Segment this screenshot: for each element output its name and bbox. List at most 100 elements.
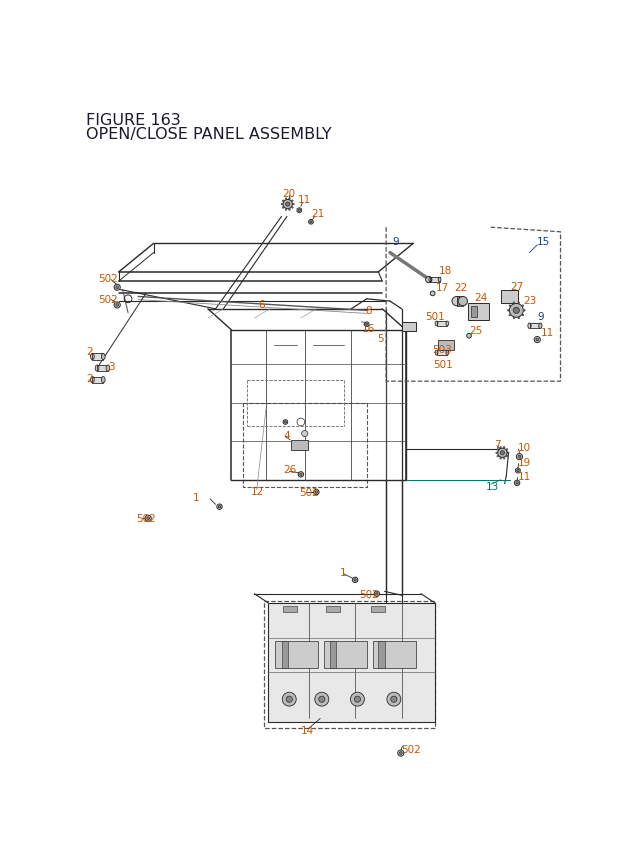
Text: 12: 12 (250, 486, 264, 497)
Text: 2: 2 (86, 347, 93, 356)
Circle shape (292, 204, 294, 206)
Circle shape (298, 210, 301, 212)
Text: 13: 13 (485, 481, 499, 492)
Text: 503: 503 (432, 344, 452, 355)
Bar (275, 641, 318, 669)
Ellipse shape (435, 322, 438, 326)
Circle shape (282, 692, 296, 706)
Bar (326, 606, 340, 612)
Circle shape (298, 472, 303, 478)
Bar (436, 351, 447, 356)
Circle shape (351, 692, 364, 706)
Circle shape (397, 750, 404, 756)
Bar (457, 297, 463, 307)
Text: 21: 21 (311, 208, 324, 219)
Circle shape (285, 203, 290, 207)
Ellipse shape (539, 324, 542, 329)
Bar (436, 351, 447, 356)
Circle shape (496, 453, 497, 454)
Bar (92, 354, 103, 360)
Bar (373, 641, 415, 669)
Circle shape (536, 339, 539, 342)
Text: 4: 4 (284, 430, 291, 441)
Bar (378, 641, 385, 669)
Circle shape (300, 474, 302, 476)
Text: 501: 501 (433, 360, 453, 370)
Text: 502: 502 (402, 745, 421, 754)
Circle shape (286, 697, 292, 703)
Circle shape (509, 315, 511, 317)
Text: 20: 20 (282, 189, 296, 199)
Ellipse shape (90, 354, 94, 360)
Text: 14: 14 (301, 725, 314, 735)
Bar (436, 322, 447, 326)
Circle shape (498, 449, 507, 458)
Circle shape (145, 516, 151, 522)
Circle shape (497, 455, 499, 457)
Text: 502: 502 (300, 487, 319, 498)
Circle shape (315, 492, 317, 493)
Ellipse shape (101, 377, 105, 383)
Circle shape (458, 297, 467, 307)
Circle shape (114, 285, 120, 291)
Circle shape (430, 292, 435, 296)
Circle shape (282, 208, 284, 209)
Circle shape (516, 470, 519, 472)
Bar (330, 641, 336, 669)
Circle shape (354, 579, 356, 581)
Bar (371, 606, 385, 612)
Circle shape (452, 297, 461, 307)
Text: 1: 1 (193, 492, 199, 502)
Bar (470, 307, 477, 317)
Circle shape (301, 431, 308, 437)
Text: 17: 17 (436, 283, 449, 293)
Text: 25: 25 (469, 325, 483, 335)
Circle shape (283, 420, 288, 424)
Text: 26: 26 (283, 464, 296, 474)
Circle shape (116, 304, 118, 307)
Circle shape (391, 697, 397, 703)
Text: 2: 2 (86, 374, 93, 384)
Bar (467, 303, 489, 320)
Bar (529, 324, 540, 329)
Circle shape (147, 517, 150, 520)
Circle shape (292, 201, 293, 202)
Text: 11: 11 (518, 471, 531, 481)
Bar (430, 278, 440, 282)
Circle shape (508, 453, 509, 454)
Text: OPEN/CLOSE PANEL ASSEMBLY: OPEN/CLOSE PANEL ASSEMBLY (86, 127, 332, 141)
Text: 501: 501 (426, 313, 445, 322)
Text: 23: 23 (524, 296, 536, 306)
Text: 6: 6 (259, 300, 265, 310)
Circle shape (518, 302, 520, 304)
Circle shape (281, 204, 283, 206)
Circle shape (399, 752, 403, 754)
Bar (501, 290, 518, 304)
Ellipse shape (101, 354, 105, 360)
Circle shape (509, 304, 524, 318)
Circle shape (365, 324, 368, 325)
Circle shape (364, 323, 369, 327)
Text: 5: 5 (377, 334, 383, 344)
Circle shape (522, 315, 524, 317)
Circle shape (218, 506, 221, 508)
Text: 502: 502 (99, 274, 118, 283)
Bar (92, 377, 103, 383)
Circle shape (504, 447, 505, 449)
Circle shape (283, 201, 292, 209)
Circle shape (497, 449, 499, 450)
Circle shape (315, 692, 329, 706)
Circle shape (513, 318, 515, 319)
Ellipse shape (438, 278, 441, 282)
Circle shape (376, 593, 378, 595)
Circle shape (387, 692, 401, 706)
Text: 19: 19 (518, 457, 531, 468)
Ellipse shape (429, 278, 432, 282)
Circle shape (353, 578, 358, 583)
Circle shape (310, 221, 312, 224)
Ellipse shape (106, 366, 110, 372)
Circle shape (506, 455, 508, 457)
Text: 502: 502 (99, 294, 118, 305)
Circle shape (518, 318, 520, 319)
Text: FIGURE 163: FIGURE 163 (86, 113, 181, 127)
